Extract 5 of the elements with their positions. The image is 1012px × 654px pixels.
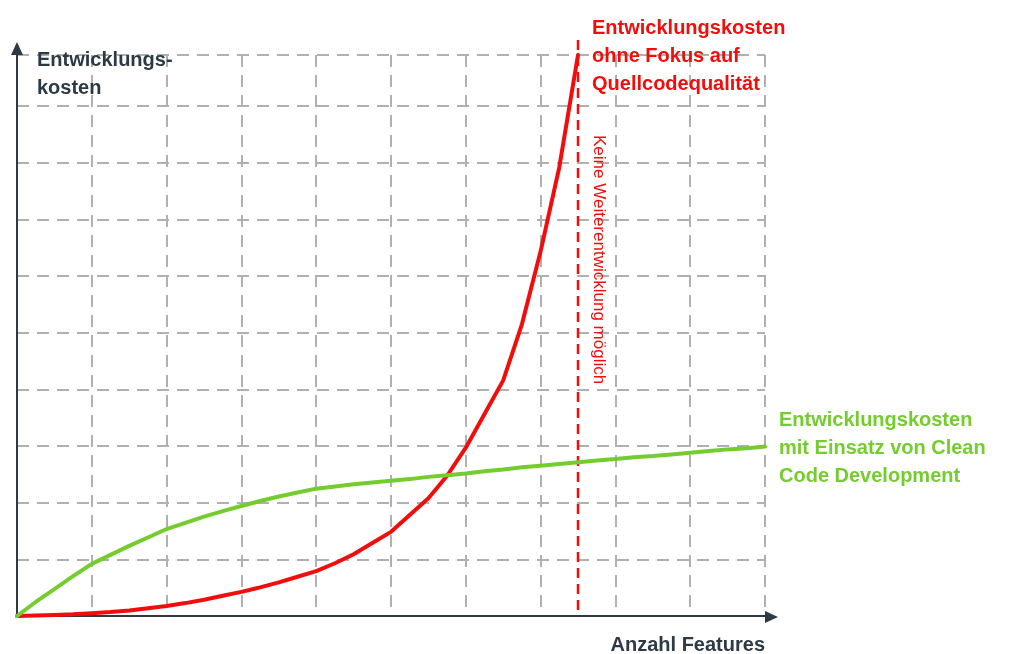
x-axis-title: Anzahl Features (610, 633, 765, 654)
series-label: Entwicklungskosten mit Einsatz von Clean Code Development (779, 407, 986, 486)
text: Keine Weiterentwicklung möglich (590, 135, 609, 385)
y-axis-title: Entwicklungs- kosten (37, 48, 173, 98)
series-label: Entwicklungskosten ohne Fokus auf Quellcodequalität (592, 16, 786, 94)
